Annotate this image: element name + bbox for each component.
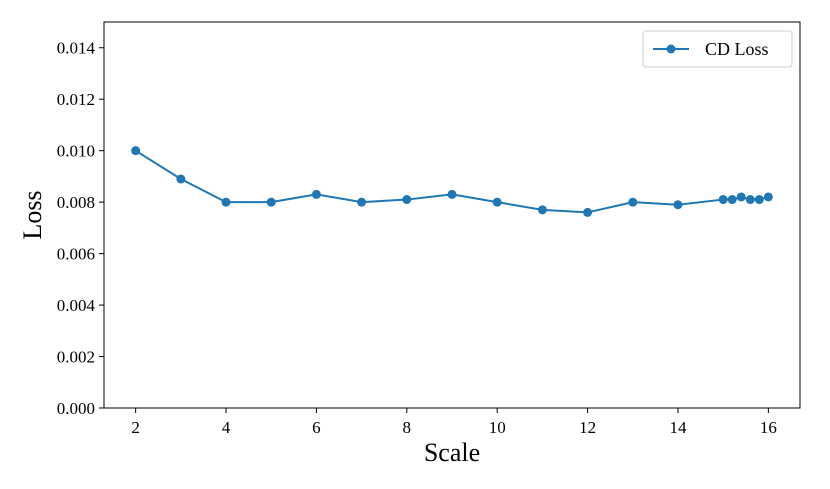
y-tick-label: 0.014 (57, 39, 96, 58)
data-point (727, 195, 737, 205)
x-tick-label: 6 (312, 418, 321, 437)
y-tick-label: 0.000 (57, 399, 95, 418)
x-axis-title: Scale (424, 438, 480, 467)
data-point (402, 195, 412, 205)
data-point (266, 197, 276, 207)
data-point (583, 207, 593, 217)
x-tick-label: 10 (489, 418, 506, 437)
data-point (736, 192, 746, 202)
x-tick-label: 4 (222, 418, 231, 437)
legend-marker (666, 44, 676, 54)
data-point (628, 197, 638, 207)
plot-frame (103, 21, 801, 409)
legend: CD Loss (642, 30, 793, 68)
data-point (221, 197, 231, 207)
data-point (447, 189, 457, 199)
x-axis: 2 4 6 8 10 12 14 16 (131, 408, 777, 437)
x-tick-label: 8 (403, 418, 412, 437)
plot-content (131, 146, 773, 217)
legend-label: CD Loss (705, 39, 769, 59)
data-point (754, 195, 764, 205)
data-point (131, 146, 141, 156)
y-tick-label: 0.012 (57, 90, 95, 109)
data-point (763, 192, 773, 202)
y-tick-label: 0.002 (57, 348, 95, 367)
y-tick-label: 0.008 (57, 193, 95, 212)
data-point (718, 195, 728, 205)
data-point (311, 189, 321, 199)
legend-box (642, 30, 793, 68)
data-point (673, 200, 683, 210)
y-tick-label: 0.006 (57, 245, 95, 264)
data-point (357, 197, 367, 207)
y-tick-label: 0.010 (57, 142, 95, 161)
x-tick-label: 2 (131, 418, 140, 437)
x-tick-label: 12 (579, 418, 596, 437)
y-axis-title: Loss (18, 190, 47, 239)
series-line (135, 149, 769, 214)
data-point (537, 205, 547, 215)
data-point (745, 195, 755, 205)
x-tick-label: 16 (760, 418, 777, 437)
x-tick-label: 14 (669, 418, 687, 437)
data-point (176, 174, 186, 184)
y-tick-label: 0.004 (57, 296, 96, 315)
y-axis: 0.000 0.002 0.004 0.006 0.008 0.010 0.012 0.014 (57, 39, 104, 418)
data-point (492, 197, 502, 207)
